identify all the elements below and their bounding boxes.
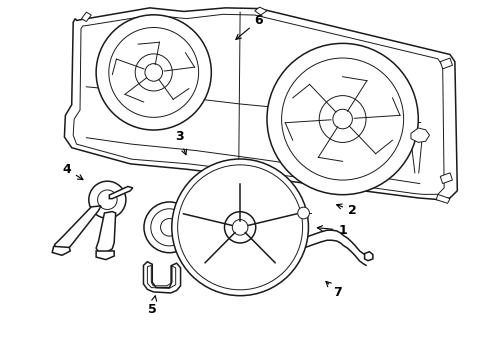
Circle shape — [135, 54, 172, 91]
Polygon shape — [96, 251, 114, 260]
Circle shape — [96, 15, 211, 130]
Text: 4: 4 — [62, 163, 83, 180]
Text: 7: 7 — [326, 282, 342, 300]
Circle shape — [232, 220, 248, 235]
Text: 6: 6 — [236, 14, 263, 39]
Circle shape — [161, 219, 178, 236]
Polygon shape — [440, 58, 452, 69]
Polygon shape — [64, 8, 457, 200]
Circle shape — [333, 109, 352, 129]
Polygon shape — [52, 246, 70, 255]
Polygon shape — [255, 7, 267, 15]
Text: 2: 2 — [337, 204, 357, 217]
Circle shape — [145, 64, 163, 81]
Circle shape — [298, 207, 309, 219]
Circle shape — [267, 43, 418, 195]
Circle shape — [172, 159, 308, 296]
Polygon shape — [440, 173, 452, 184]
Polygon shape — [109, 186, 133, 199]
Circle shape — [319, 96, 366, 143]
Text: 1: 1 — [318, 224, 347, 237]
Circle shape — [224, 212, 256, 243]
Polygon shape — [157, 212, 206, 245]
Text: 5: 5 — [148, 296, 157, 316]
Polygon shape — [365, 252, 373, 261]
Text: 3: 3 — [175, 130, 187, 155]
Polygon shape — [55, 206, 101, 250]
Polygon shape — [96, 212, 116, 252]
Circle shape — [151, 209, 188, 246]
Polygon shape — [81, 12, 91, 22]
Polygon shape — [144, 262, 181, 293]
Circle shape — [270, 256, 284, 270]
Polygon shape — [411, 128, 430, 142]
Circle shape — [98, 190, 117, 210]
Circle shape — [89, 181, 126, 218]
Circle shape — [144, 202, 195, 253]
Polygon shape — [436, 194, 450, 203]
